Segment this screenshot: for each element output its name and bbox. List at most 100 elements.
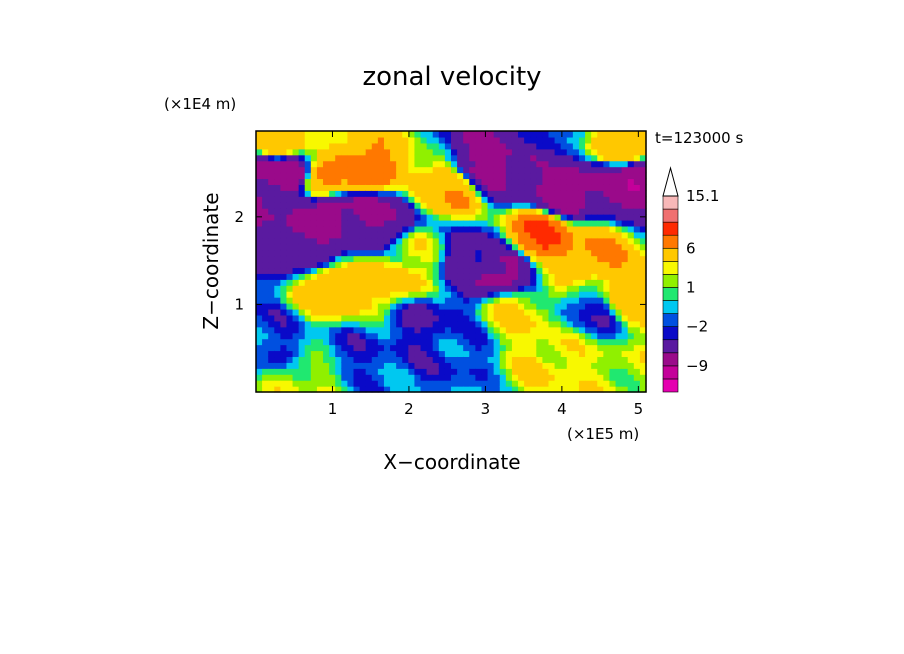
field-cell xyxy=(457,190,464,197)
field-cell xyxy=(597,332,604,340)
field-cell xyxy=(481,196,489,203)
field-cell xyxy=(292,184,300,191)
field-cell xyxy=(475,386,483,393)
field-cell xyxy=(493,291,501,298)
field-cell xyxy=(505,285,513,292)
field-cell xyxy=(377,249,385,257)
field-cell xyxy=(487,196,495,203)
field-cell xyxy=(633,320,641,328)
field-cell xyxy=(542,202,550,209)
field-cell xyxy=(585,303,592,310)
field-cell xyxy=(451,356,458,363)
field-cell xyxy=(621,374,629,381)
field-cell xyxy=(560,208,568,215)
field-cell xyxy=(329,320,336,328)
field-cell xyxy=(536,380,544,387)
field-cell xyxy=(457,225,464,233)
field-cell xyxy=(511,285,519,292)
field-cell xyxy=(432,255,440,263)
field-cell xyxy=(298,196,306,203)
field-cell xyxy=(377,231,385,239)
field-cell xyxy=(256,380,263,387)
field-cell xyxy=(493,344,501,352)
field-cell xyxy=(341,368,349,375)
field-cell xyxy=(365,320,373,328)
field-cell xyxy=(536,362,544,369)
field-cell xyxy=(597,380,604,387)
field-cell xyxy=(499,172,507,180)
field-cell xyxy=(390,225,397,233)
field-cell xyxy=(426,178,434,185)
field-cell xyxy=(487,142,495,150)
field-cell xyxy=(377,202,385,209)
field-cell xyxy=(548,267,556,274)
field-cell xyxy=(591,344,598,352)
field-cell xyxy=(262,362,269,369)
field-cell xyxy=(499,267,507,274)
field-cell xyxy=(451,148,458,156)
field-cell xyxy=(438,214,446,221)
field-cell xyxy=(451,326,458,334)
field-cell xyxy=(530,297,537,304)
field-cell xyxy=(377,208,385,215)
field-cell xyxy=(481,344,489,352)
field-cell xyxy=(262,297,269,304)
field-cell xyxy=(292,338,300,346)
field-cell xyxy=(615,297,623,304)
field-cell xyxy=(304,279,312,286)
field-cell xyxy=(444,350,452,358)
field-cell xyxy=(341,214,349,221)
field-cell xyxy=(256,320,263,328)
field-cell xyxy=(493,320,501,328)
field-cell xyxy=(633,231,641,239)
y-unit-label: (×1E4 m) xyxy=(164,95,236,113)
field-cell xyxy=(493,267,501,274)
field-cell xyxy=(347,350,355,358)
field-cell xyxy=(444,148,452,156)
field-cell xyxy=(359,131,367,138)
field-cell xyxy=(402,214,409,221)
field-cell xyxy=(262,219,269,227)
field-cell xyxy=(505,202,513,209)
field-cell xyxy=(505,326,513,334)
field-cell xyxy=(597,172,604,180)
field-cell xyxy=(457,320,464,328)
field-cell xyxy=(524,243,531,251)
field-cell xyxy=(548,255,556,263)
field-cell xyxy=(414,219,422,227)
field-cell xyxy=(280,285,288,292)
field-cell xyxy=(469,380,476,387)
field-cell xyxy=(316,297,324,304)
field-cell xyxy=(548,237,556,245)
colorbar-box xyxy=(662,195,679,210)
field-cell xyxy=(335,332,342,340)
x-tick-label: 2 xyxy=(404,400,414,418)
field-cell xyxy=(377,243,385,251)
field-cell xyxy=(633,303,641,310)
field-cell xyxy=(383,308,391,316)
field-cell xyxy=(597,338,604,346)
field-cell xyxy=(524,142,531,150)
field-cell xyxy=(451,131,458,138)
field-cell xyxy=(377,184,385,191)
field-cell xyxy=(323,297,330,304)
field-cell xyxy=(402,350,409,358)
field-cell xyxy=(274,279,281,286)
field-cell xyxy=(639,362,647,369)
field-cell xyxy=(585,237,592,245)
field-cell xyxy=(639,291,647,298)
field-cell xyxy=(481,208,489,215)
field-cell xyxy=(591,208,598,215)
field-cell xyxy=(457,308,464,316)
field-cell xyxy=(633,225,641,233)
field-cell xyxy=(627,326,635,334)
field-cell xyxy=(591,172,598,180)
field-cell xyxy=(524,178,531,185)
field-cell xyxy=(310,237,318,245)
field-cell xyxy=(609,338,617,346)
field-cell xyxy=(341,184,349,191)
field-cell xyxy=(597,297,604,304)
field-cell xyxy=(475,279,483,286)
field-cell xyxy=(536,154,544,162)
field-cell xyxy=(578,237,586,245)
